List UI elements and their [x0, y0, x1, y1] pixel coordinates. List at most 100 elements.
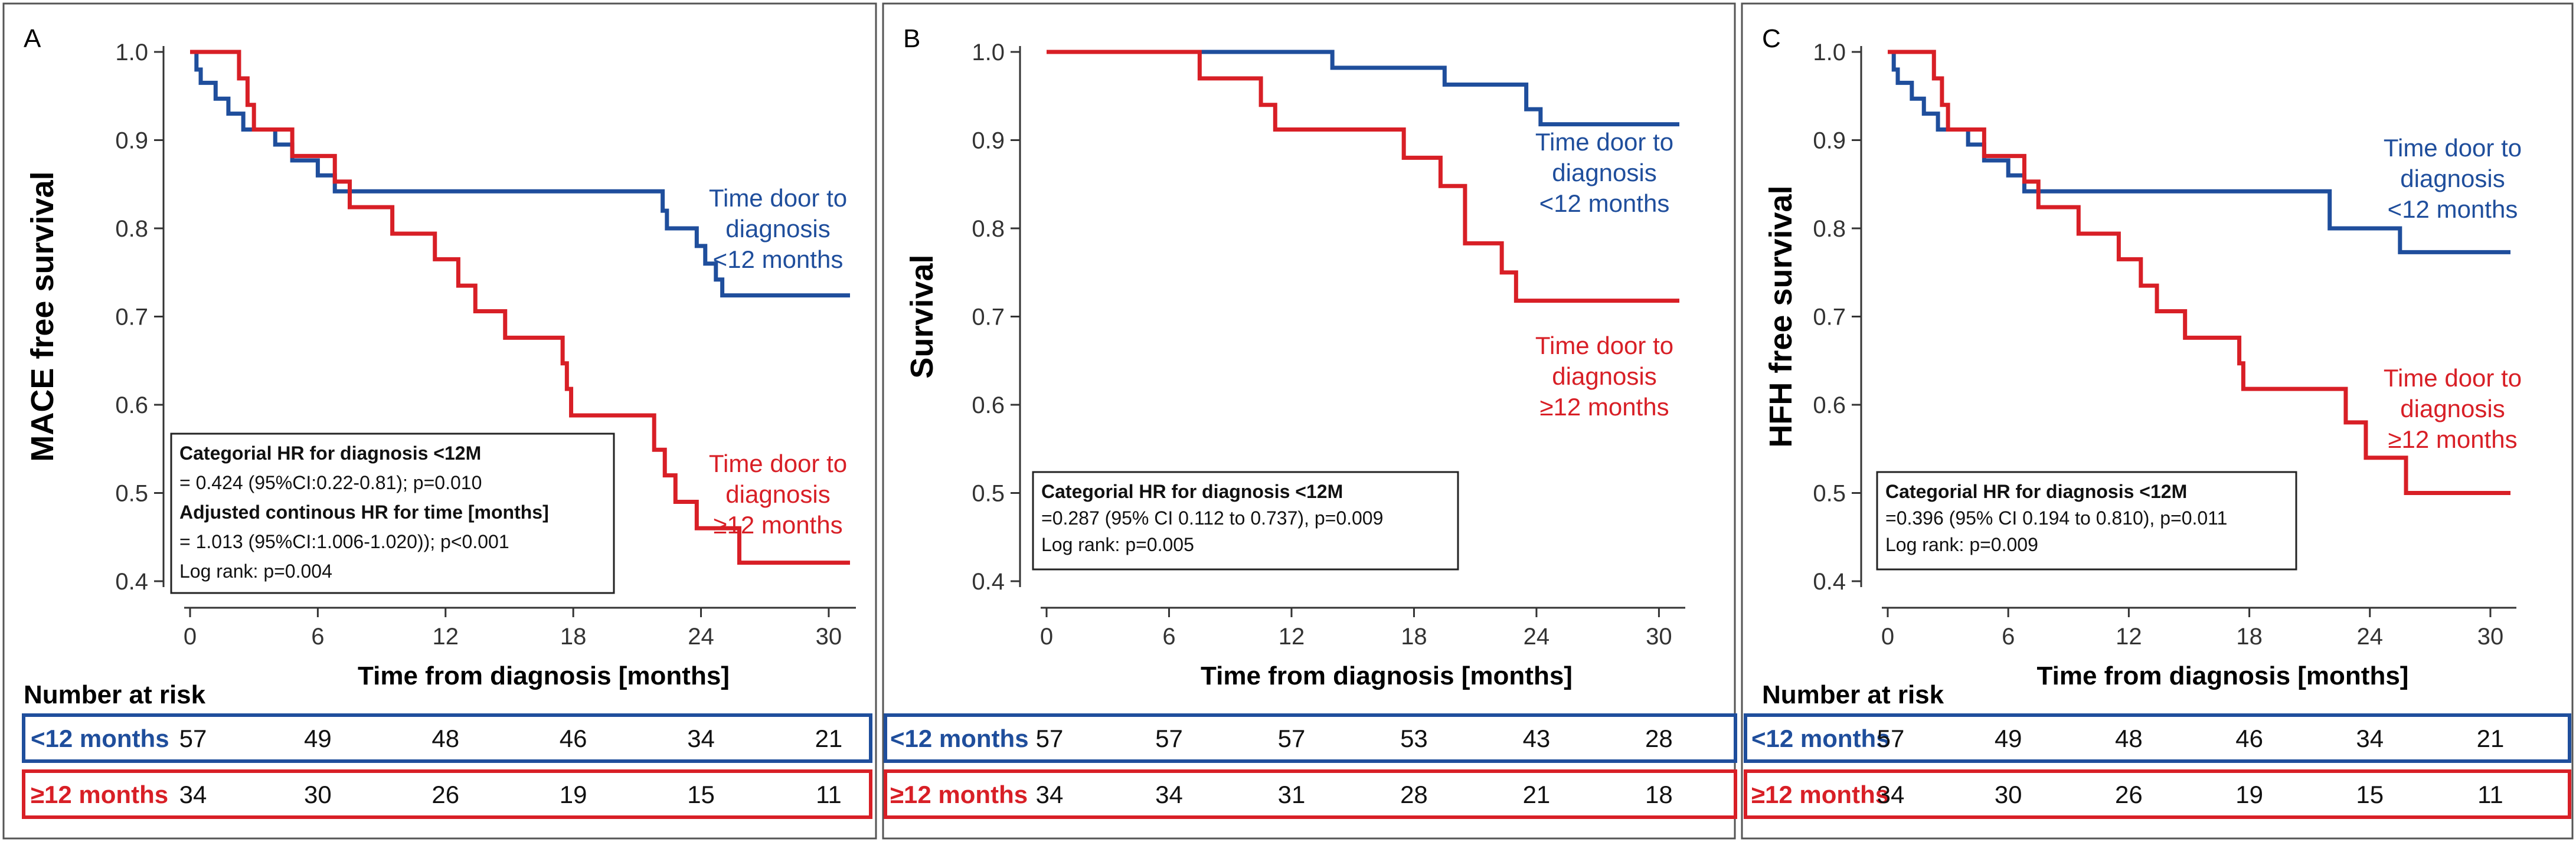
hr-annotation-line: Categorial HR for diagnosis <12M — [179, 443, 481, 464]
y-tick-label: 0.8 — [1813, 216, 1846, 242]
y-tick-label: 0.6 — [1813, 392, 1846, 418]
hr-annotation-line: Log rank: p=0.009 — [1885, 534, 2038, 555]
y-axis-label: Survival — [904, 254, 940, 378]
number-at-risk-title: Number at risk — [1762, 680, 1944, 709]
curve-label-lt12: <12 months — [2388, 195, 2518, 223]
y-tick-label: 0.5 — [115, 481, 148, 507]
x-tick-label: 12 — [2116, 624, 2142, 650]
risk-value: 30 — [1995, 781, 2022, 808]
x-tick-label: 18 — [2236, 624, 2263, 650]
risk-value: 15 — [687, 781, 715, 808]
x-tick-label: 18 — [560, 624, 587, 650]
y-tick-label: 1.0 — [1813, 40, 1846, 65]
risk-value: 31 — [1278, 781, 1306, 808]
survival-curve-ge12 — [190, 50, 850, 565]
hr-annotation-line: Categorial HR for diagnosis <12M — [1885, 481, 2187, 502]
y-tick-label: 0.9 — [1813, 128, 1846, 154]
x-tick-label: 0 — [1040, 624, 1053, 650]
panel-letter: C — [1762, 24, 1781, 53]
hr-annotation-line: Log rank: p=0.005 — [1041, 534, 1194, 555]
x-tick-label: 0 — [1881, 624, 1894, 650]
y-tick-label: 0.5 — [1813, 481, 1846, 507]
y-tick-label: 1.0 — [972, 40, 1005, 65]
risk-row-label: ≥12 months — [1751, 781, 1889, 808]
risk-value: 34 — [1036, 781, 1064, 808]
hr-annotation-box — [1032, 471, 1459, 571]
y-tick-label: 0.7 — [972, 304, 1005, 330]
risk-row-box — [884, 713, 1737, 763]
y-tick-label: 1.0 — [115, 40, 148, 65]
y-tick-label: 0.7 — [115, 304, 148, 330]
x-tick-label: 30 — [816, 624, 842, 650]
y-tick-label: 0.6 — [972, 392, 1005, 418]
risk-value: 19 — [560, 781, 587, 808]
survival-curve-lt12 — [1047, 50, 1679, 127]
risk-value: 26 — [2115, 781, 2143, 808]
risk-value: 28 — [1645, 725, 1673, 752]
risk-row-label: ≥12 months — [890, 781, 1028, 808]
panel-frame — [2, 2, 877, 840]
y-tick-label: 0.9 — [972, 128, 1005, 154]
survival-curve-ge12 — [1047, 50, 1679, 303]
risk-row-box — [22, 769, 872, 819]
number-at-risk-title: Number at risk — [24, 680, 206, 709]
risk-value: 34 — [1155, 781, 1183, 808]
y-tick-label: 0.8 — [972, 216, 1005, 242]
risk-value: 34 — [687, 725, 715, 752]
x-tick-label: 12 — [1279, 624, 1305, 650]
survival-curve-lt12 — [1888, 50, 2510, 254]
curve-label-ge12: ≥12 months — [2388, 425, 2517, 453]
survival-curve-ge12 — [1888, 50, 2510, 495]
curve-label-lt12: <12 months — [713, 245, 844, 273]
x-tick-label: 6 — [311, 624, 324, 650]
risk-value: 46 — [560, 725, 587, 752]
risk-value: 21 — [1523, 781, 1551, 808]
risk-value: 49 — [304, 725, 332, 752]
hr-annotation-line: = 0.424 (95%CI:0.22-0.81); p=0.010 — [179, 472, 482, 493]
x-tick-label: 12 — [433, 624, 459, 650]
risk-value: 43 — [1523, 725, 1551, 752]
risk-row-label: <12 months — [890, 725, 1029, 752]
risk-value: 34 — [1877, 781, 1905, 808]
x-axis-label: Time from diagnosis [months] — [358, 661, 730, 690]
risk-row-box — [884, 769, 1737, 819]
survival-curve-lt12 — [190, 50, 850, 298]
x-axis-label: Time from diagnosis [months] — [1201, 661, 1573, 690]
risk-value: 57 — [1155, 725, 1183, 752]
risk-row-label: <12 months — [31, 725, 169, 752]
curve-label-ge12: diagnosis — [1552, 362, 1656, 390]
curve-label-lt12: diagnosis — [2400, 165, 2505, 192]
risk-value: 48 — [431, 725, 459, 752]
risk-value: 30 — [304, 781, 332, 808]
y-tick-label: 0.7 — [1813, 304, 1846, 330]
curve-label-ge12: Time door to — [709, 450, 847, 477]
y-tick-label: 0.4 — [1813, 569, 1846, 595]
panel-letter: B — [903, 24, 920, 53]
risk-row-box — [1744, 769, 2571, 819]
hr-annotation-line: Adjusted continous HR for time [months] — [179, 502, 549, 523]
x-tick-label: 6 — [1162, 624, 1175, 650]
x-axis-label: Time from diagnosis [months] — [2037, 661, 2409, 690]
curve-label-ge12: diagnosis — [725, 480, 830, 508]
x-tick-label: 18 — [1401, 624, 1427, 650]
risk-value: 21 — [815, 725, 843, 752]
y-tick-label: 0.9 — [115, 128, 148, 154]
panel-a: A 0.4 0.5 0.6 0.7 0.8 0.9 1.0 MACE free survival… — [2, 2, 877, 840]
y-tick-label: 0.4 — [115, 569, 148, 595]
risk-value: 57 — [1877, 725, 1905, 752]
panel-b: B 0.4 0.5 0.6 0.7 0.8 0.9 1.0 Survival 0 6 12 18 24 30… — [882, 2, 1737, 840]
curve-label-ge12: ≥12 months — [1539, 393, 1669, 421]
y-axis-label: HFH free survival — [1763, 185, 1799, 447]
hr-annotation-line: Log rank: p=0.004 — [179, 561, 332, 582]
panel-letter: A — [24, 24, 41, 53]
risk-row-label: ≥12 months — [31, 781, 168, 808]
risk-row-label: <12 months — [1751, 725, 1890, 752]
curve-label-lt12: diagnosis — [1552, 159, 1656, 186]
panel-frame — [882, 2, 1736, 840]
risk-row-box — [1744, 713, 2571, 763]
curve-label-lt12: Time door to — [2384, 134, 2522, 162]
x-tick-label: 24 — [1524, 624, 1550, 650]
hr-annotation-box — [1876, 471, 2297, 571]
x-tick-label: 0 — [184, 624, 197, 650]
risk-value: 34 — [2356, 725, 2384, 752]
